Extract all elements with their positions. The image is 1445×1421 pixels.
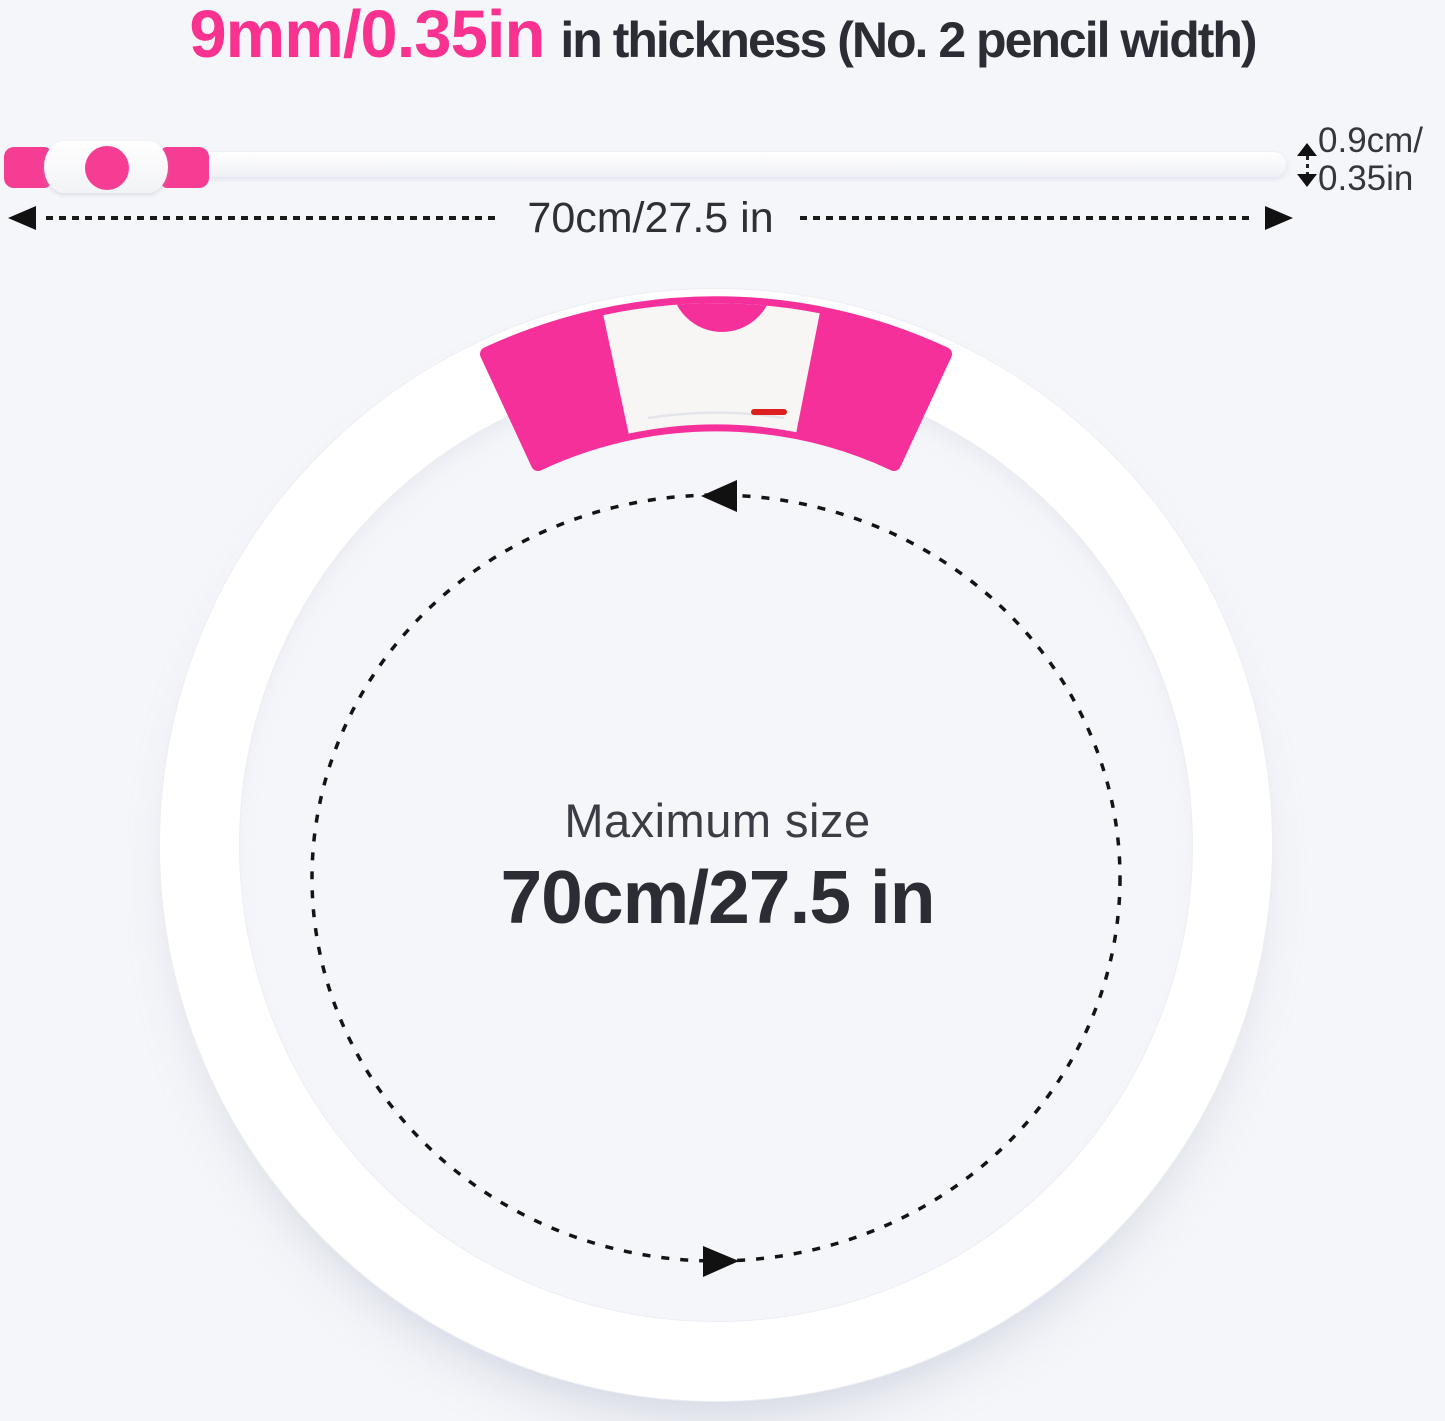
page-title: 9mm/0.35in in thickness (No. 2 pencil wi… xyxy=(0,0,1445,73)
max-size-text: Maximum size 70cm/27.5 in xyxy=(0,793,1440,940)
title-thickness-value: 9mm/0.35in xyxy=(189,0,545,72)
clasp-seam xyxy=(647,411,785,420)
arrow-up-icon xyxy=(1297,143,1317,156)
arrow-down-icon xyxy=(1297,174,1317,187)
title-thickness-text: in thickness (No. 2 pencil width) xyxy=(560,12,1257,68)
thickness-dashed-line xyxy=(1305,156,1309,174)
arrow-right-icon xyxy=(1265,206,1294,230)
length-dimension: 70cm/27.5 in xyxy=(8,194,1294,242)
thickness-label-in: 0.35in xyxy=(1318,159,1414,198)
clasp-notch xyxy=(671,303,773,332)
length-dashed-line-right xyxy=(799,216,1256,220)
max-size-caption: Maximum size xyxy=(564,794,871,847)
collar-tube-flat xyxy=(198,151,1287,177)
thickness-label: 0.9cm/ 0.35in xyxy=(1318,122,1423,198)
thickness-label-cm: 0.9cm/ xyxy=(1318,121,1424,160)
length-dashed-line-left xyxy=(46,216,502,220)
clasp-button xyxy=(85,146,129,190)
clasp-connector xyxy=(161,147,209,188)
circle-arrow-left-icon xyxy=(701,480,737,512)
length-label: 70cm/27.5 in xyxy=(527,193,774,242)
circle-arrow-right-icon xyxy=(703,1246,739,1277)
arrow-left-icon xyxy=(8,206,36,230)
thickness-arrows-icon xyxy=(1296,143,1318,187)
max-size-value: 70cm/27.5 in xyxy=(500,855,935,939)
led-indicator-icon xyxy=(751,409,787,415)
clasp-white-section xyxy=(602,303,821,440)
size-dashed-circle xyxy=(310,493,1122,1263)
